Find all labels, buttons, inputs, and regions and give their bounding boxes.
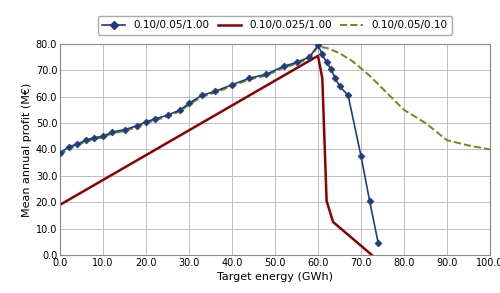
X-axis label: Target energy (GWh): Target energy (GWh): [217, 272, 333, 282]
Legend: 0.10/0.05/1.00, 0.10/0.025/1.00, 0.10/0.05/0.10: 0.10/0.05/1.00, 0.10/0.025/1.00, 0.10/0.…: [98, 16, 452, 35]
Y-axis label: Mean annual profit (M€): Mean annual profit (M€): [22, 82, 32, 217]
